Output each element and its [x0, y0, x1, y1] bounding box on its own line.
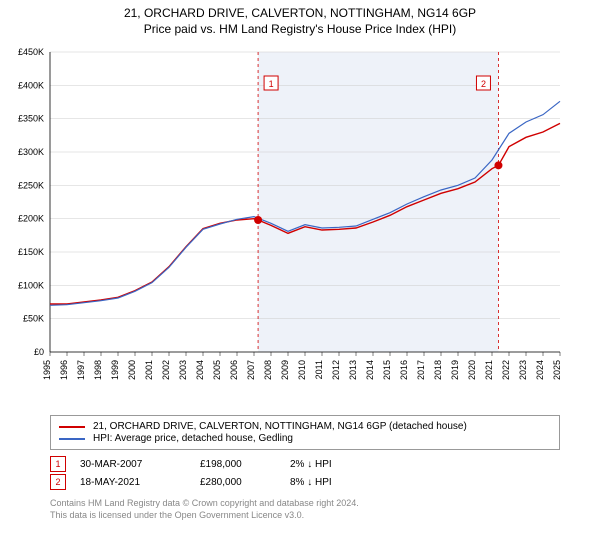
svg-text:2023: 2023 — [518, 360, 528, 380]
svg-text:2005: 2005 — [212, 360, 222, 380]
svg-text:£100K: £100K — [18, 280, 44, 290]
svg-text:£350K: £350K — [18, 114, 44, 124]
legend-label: HPI: Average price, detached house, Gedl… — [93, 433, 293, 444]
marker-row: 1 30-MAR-2007£198,0002% ↓ HPI — [50, 456, 560, 472]
svg-text:2008: 2008 — [263, 360, 273, 380]
legend-swatch — [59, 426, 85, 428]
svg-text:1: 1 — [269, 79, 274, 89]
svg-text:2011: 2011 — [314, 360, 324, 379]
svg-text:£200K: £200K — [18, 214, 44, 224]
svg-text:2007: 2007 — [246, 360, 256, 380]
svg-text:2010: 2010 — [297, 360, 307, 380]
svg-text:£300K: £300K — [18, 147, 44, 157]
svg-text:2018: 2018 — [433, 360, 443, 380]
svg-text:1997: 1997 — [76, 360, 86, 380]
svg-text:2022: 2022 — [501, 360, 511, 380]
svg-text:2024: 2024 — [535, 360, 545, 380]
svg-text:1996: 1996 — [59, 360, 69, 380]
legend-item: HPI: Average price, detached house, Gedl… — [59, 433, 551, 444]
svg-text:2004: 2004 — [195, 360, 205, 380]
attribution-line-1: Contains HM Land Registry data © Crown c… — [50, 498, 560, 510]
marker-date: 18-MAY-2021 — [80, 477, 200, 488]
svg-text:2: 2 — [481, 79, 486, 89]
svg-text:2002: 2002 — [161, 360, 171, 380]
title-line-1: 21, ORCHARD DRIVE, CALVERTON, NOTTINGHAM… — [0, 6, 600, 20]
svg-text:2017: 2017 — [416, 360, 426, 380]
marker-delta: 2% ↓ HPI — [290, 459, 380, 470]
marker-table: 1 30-MAR-2007£198,0002% ↓ HPI 2 18-MAY-2021… — [50, 456, 560, 490]
svg-text:1995: 1995 — [42, 360, 52, 380]
svg-text:2019: 2019 — [450, 360, 460, 380]
legend-item: 21, ORCHARD DRIVE, CALVERTON, NOTTINGHAM… — [59, 421, 551, 432]
svg-text:2013: 2013 — [348, 360, 358, 380]
legend: 21, ORCHARD DRIVE, CALVERTON, NOTTINGHAM… — [50, 415, 560, 450]
svg-text:2025: 2025 — [552, 360, 562, 380]
marker-row: 2 18-MAY-2021£280,0008% ↓ HPI — [50, 474, 560, 490]
svg-text:2001: 2001 — [144, 360, 154, 380]
price-chart: £0 £50K £100K £150K £200K £250K £300K £350K £400… — [0, 42, 600, 402]
svg-text:2015: 2015 — [382, 360, 392, 380]
legend-label: 21, ORCHARD DRIVE, CALVERTON, NOTTINGHAM… — [93, 421, 467, 432]
svg-text:2000: 2000 — [127, 360, 137, 380]
svg-text:2020: 2020 — [467, 360, 477, 380]
marker-date: 30-MAR-2007 — [80, 459, 200, 470]
marker-price: £280,000 — [200, 477, 290, 488]
svg-text:2021: 2021 — [484, 360, 494, 380]
attribution-line-2: This data is licensed under the Open Gov… — [50, 510, 560, 522]
svg-text:1999: 1999 — [110, 360, 120, 380]
marker-badge: 1 — [50, 456, 66, 472]
svg-text:£50K: £50K — [23, 314, 44, 324]
svg-text:1998: 1998 — [93, 360, 103, 380]
marker-badge: 2 — [50, 474, 66, 490]
attribution: Contains HM Land Registry data © Crown c… — [50, 498, 560, 521]
marker-price: £198,000 — [200, 459, 290, 470]
svg-text:2012: 2012 — [331, 360, 341, 380]
title-line-2: Price paid vs. HM Land Registry's House … — [0, 22, 600, 36]
svg-text:2016: 2016 — [399, 360, 409, 380]
svg-text:£400K: £400K — [18, 80, 44, 90]
chart-container: £0 £50K £100K £150K £200K £250K £300K £350K £400… — [0, 42, 600, 407]
svg-text:2003: 2003 — [178, 360, 188, 380]
svg-text:2014: 2014 — [365, 360, 375, 380]
svg-text:£250K: £250K — [18, 180, 44, 190]
svg-text:2009: 2009 — [280, 360, 290, 380]
svg-text:£0: £0 — [34, 347, 44, 357]
svg-text:£450K: £450K — [18, 47, 44, 57]
svg-text:2006: 2006 — [229, 360, 239, 380]
marker-delta: 8% ↓ HPI — [290, 477, 380, 488]
legend-swatch — [59, 438, 85, 440]
svg-text:£150K: £150K — [18, 247, 44, 257]
title-block: 21, ORCHARD DRIVE, CALVERTON, NOTTINGHAM… — [0, 0, 600, 36]
